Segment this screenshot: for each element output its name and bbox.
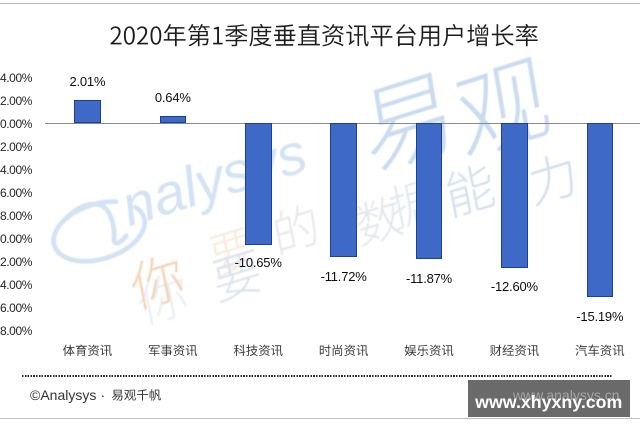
svg-text:nalysys: nalysys: [114, 121, 315, 239]
